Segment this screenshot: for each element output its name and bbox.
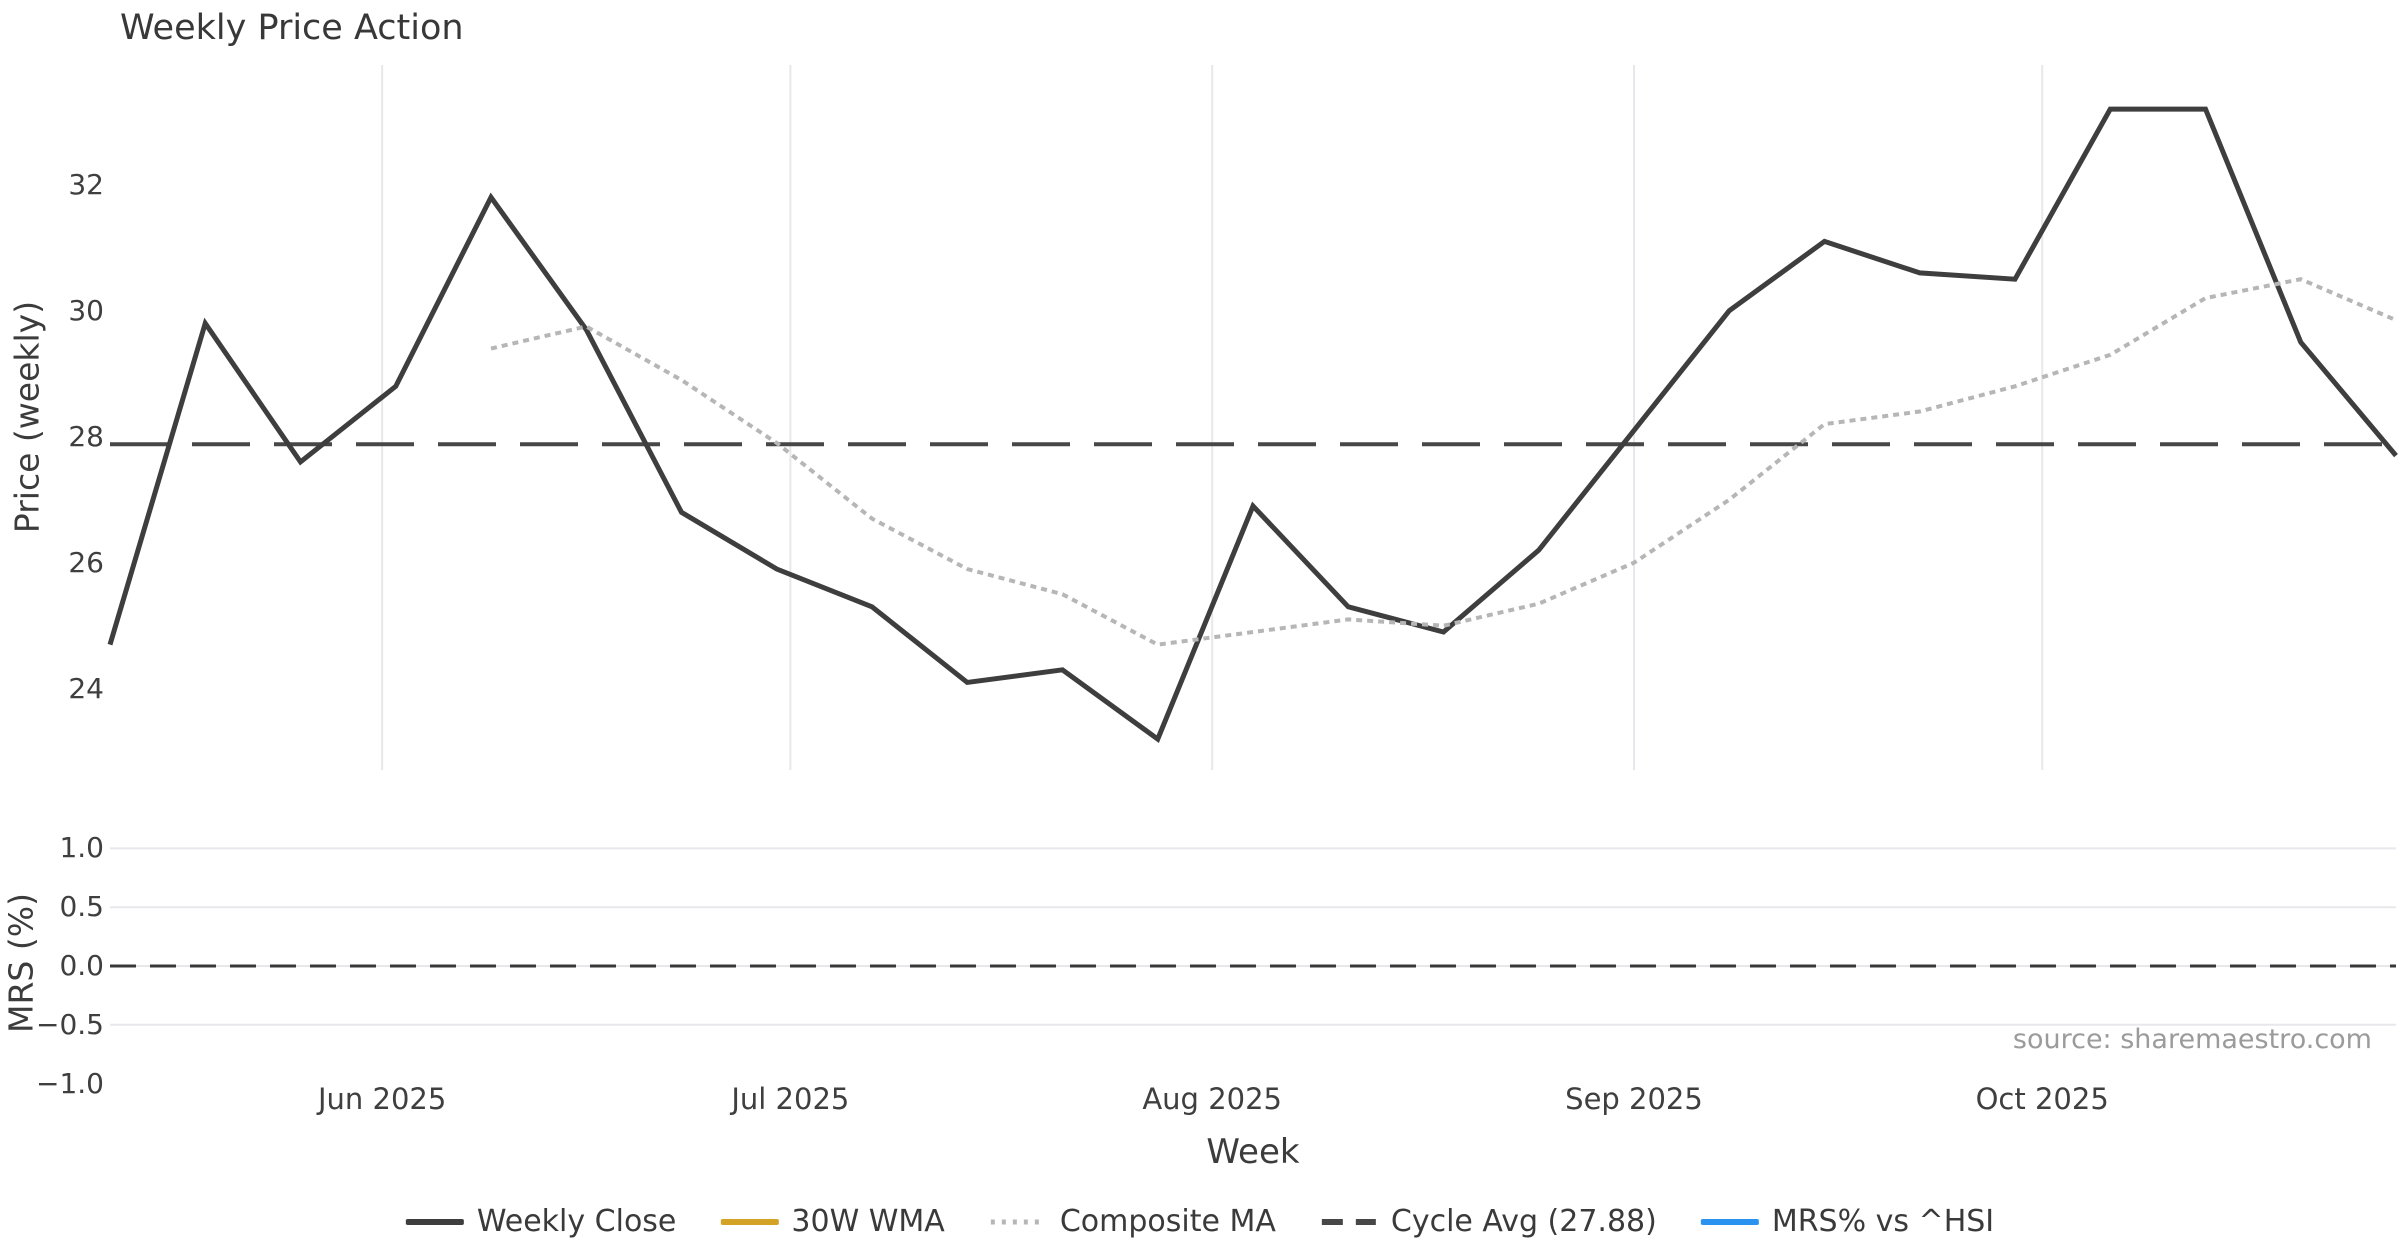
price-axis-title: Price (weekly) — [7, 300, 47, 534]
mrs-tick-label: −0.5 — [36, 1007, 104, 1041]
legend-label: MRS% vs ^HSI — [1771, 1204, 1995, 1239]
legend-label: Cycle Avg (27.88) — [1390, 1204, 1657, 1239]
mrs-tick-label: 1.0 — [59, 831, 104, 865]
legend-swatch-dashed — [1321, 1218, 1376, 1225]
x-axis-title: Week — [1206, 1132, 1300, 1172]
x-tick-label: Sep 2025 — [1565, 1082, 1703, 1116]
x-tick-label: Aug 2025 — [1142, 1082, 1282, 1116]
legend-swatch-solid — [405, 1218, 464, 1225]
legend-label: 30W WMA — [791, 1204, 945, 1239]
legend-item-30w-wma[interactable]: 30W WMA — [720, 1204, 945, 1239]
x-tick-label: Jul 2025 — [731, 1082, 850, 1116]
legend: Weekly Close 30W WMA Composite MA Cycle Avg… — [405, 1204, 1995, 1239]
legend-item-mrs-vs-hsi[interactable]: MRS% vs ^HSI — [1700, 1204, 1995, 1239]
mrs-tick-label: −1.0 — [36, 1066, 104, 1100]
price-tick-label: 28 — [68, 419, 104, 453]
legend-swatch-dotted — [990, 1219, 1045, 1224]
source-annotation: source: sharemaestro.com — [2012, 1024, 2372, 1055]
chart-title: Weekly Price Action — [120, 8, 464, 48]
weekly-close-line — [107, 106, 2398, 744]
legend-item-weekly-close[interactable]: Weekly Close — [405, 1204, 677, 1239]
legend-swatch-solid — [720, 1218, 779, 1225]
legend-item-composite-ma[interactable]: Composite MA — [989, 1204, 1276, 1239]
mrs-tick-label: 0.0 — [59, 949, 104, 982]
composite-ma-line — [490, 277, 2397, 647]
legend-label: Weekly Close — [476, 1204, 677, 1239]
legend-item-cycle-avg-27-88-[interactable]: Cycle Avg (27.88) — [1320, 1204, 1657, 1239]
legend-label: Composite MA — [1059, 1204, 1276, 1239]
x-tick-label: Jun 2025 — [317, 1082, 447, 1116]
price-tick-label: 30 — [68, 293, 104, 327]
mrs-tick-label: 0.5 — [59, 890, 104, 924]
legend-swatch-solid — [1700, 1218, 1759, 1225]
price-tick-label: 32 — [68, 167, 104, 201]
price-tick-label: 26 — [68, 545, 104, 579]
price-tick-label: 24 — [68, 671, 104, 705]
x-tick-label: Oct 2025 — [1975, 1082, 2109, 1116]
